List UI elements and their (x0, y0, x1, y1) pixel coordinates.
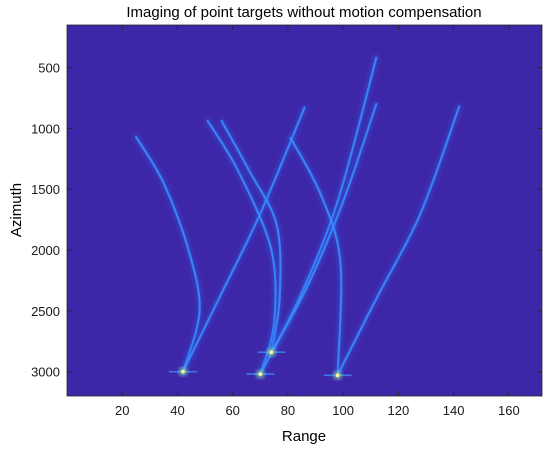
plot-frame (66, 24, 543, 397)
point-target-3 (257, 348, 286, 357)
trajectory-8 (334, 103, 463, 379)
peak-core (258, 372, 263, 376)
trajectory-1 (133, 133, 203, 375)
trajectory-line (270, 103, 378, 354)
trajectory-line (220, 120, 282, 354)
x-tick-label: 140 (443, 403, 465, 418)
point-target-layer (168, 348, 352, 380)
chart-title: Imaging of point targets without motion … (126, 4, 481, 21)
y-tick-label: 1500 (31, 182, 60, 197)
trajectory-6 (268, 101, 380, 356)
y-tick-label: 500 (38, 61, 60, 76)
trajectory-line (181, 106, 306, 373)
point-target-4 (323, 371, 352, 380)
y-tick-label: 2500 (31, 304, 60, 319)
peak-core (181, 369, 185, 374)
y-tick-label: 1000 (31, 121, 60, 136)
x-tick-label: 40 (170, 403, 184, 418)
peak-core (269, 350, 274, 355)
x-tick-label: 120 (388, 403, 410, 418)
trajectory-2 (180, 104, 308, 375)
trajectory-4 (218, 118, 284, 356)
y-tick-label: 3000 (31, 365, 60, 380)
trajectory-layer (133, 54, 463, 379)
x-tick-label: 100 (332, 403, 354, 418)
point-target-1 (168, 367, 197, 376)
trajectory-7 (287, 135, 345, 379)
trajectory-line (336, 105, 461, 377)
peak-core (335, 373, 340, 378)
x-axis: 20 40 60 80 100 120 140 160 (115, 25, 520, 418)
x-tick-label: 160 (498, 403, 520, 418)
y-axis-label: Azimuth (8, 183, 25, 237)
x-tick-label: 60 (225, 403, 239, 418)
y-axis: 500 1000 1500 2000 2500 3000 (31, 61, 542, 380)
point-target-2 (246, 370, 275, 379)
plot-area (67, 25, 542, 396)
trajectory-line (134, 135, 201, 373)
trajectory-line (289, 137, 343, 377)
x-axis-label: Range (282, 428, 326, 445)
x-tick-label: 20 (115, 403, 129, 418)
y-tick-label: 2000 (31, 243, 60, 258)
x-tick-label: 80 (281, 403, 295, 418)
